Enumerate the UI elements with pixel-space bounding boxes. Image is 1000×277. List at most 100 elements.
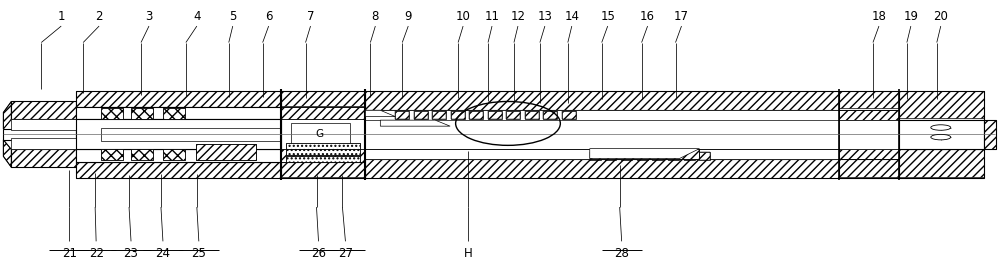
Circle shape [931,134,951,140]
Bar [839,110,899,120]
Bar [469,111,483,119]
Bar [839,120,899,149]
Text: 10: 10 [456,10,471,23]
Bar [131,150,153,160]
Text: 20: 20 [933,10,948,23]
Bar [899,149,984,178]
Text: G: G [315,129,324,139]
Text: 1: 1 [57,10,65,23]
Bar [365,110,839,120]
Bar [281,162,365,178]
Text: 23: 23 [124,247,138,260]
Bar [839,158,899,178]
Bar [395,111,409,119]
Bar [839,110,899,120]
Bar [525,111,539,119]
Bar [76,162,281,178]
Bar [562,111,576,119]
Bar [131,108,153,119]
Bar [684,152,695,160]
Bar [590,152,601,160]
Bar [699,152,710,160]
Circle shape [931,125,951,130]
Bar [163,108,185,119]
Text: 11: 11 [485,10,500,23]
Bar [11,150,76,167]
Bar [101,150,123,160]
Bar [699,152,710,160]
Bar [839,149,899,158]
Text: H: H [464,247,472,260]
Bar [668,152,679,160]
Bar [11,119,76,130]
Bar [286,156,360,162]
Bar [76,150,281,162]
Bar [365,91,839,110]
Bar [365,158,839,178]
Text: 21: 21 [62,247,77,260]
Text: 16: 16 [640,10,655,23]
Bar [365,158,839,178]
Bar [3,129,76,140]
Bar [163,150,185,160]
Bar [839,91,899,110]
Bar [668,152,679,160]
Bar [281,107,365,119]
Text: 24: 24 [155,247,170,260]
Bar [590,149,699,158]
Text: 25: 25 [191,247,206,260]
Bar [365,120,839,149]
Bar [395,111,409,119]
Text: 7: 7 [307,10,314,23]
Bar [451,111,465,119]
Bar [76,91,281,107]
Text: 9: 9 [405,10,412,23]
Bar [281,150,365,162]
Polygon shape [3,140,11,167]
Text: 18: 18 [872,10,886,23]
Text: 22: 22 [89,247,104,260]
Text: 27: 27 [338,247,353,260]
Bar [196,144,256,160]
Bar [543,111,557,119]
Bar [76,162,281,178]
Text: 28: 28 [614,247,629,260]
Polygon shape [3,101,11,129]
Bar [899,91,984,120]
Bar [652,152,663,160]
Bar [525,111,539,119]
Bar [286,143,360,149]
Bar [11,101,76,119]
Bar [839,159,899,177]
Bar [163,150,185,160]
Text: 4: 4 [193,10,201,23]
Bar [365,149,839,158]
Bar [76,119,281,150]
Bar [637,152,648,160]
Bar [984,120,996,149]
Text: 17: 17 [674,10,689,23]
Bar [590,152,601,160]
Bar [637,152,648,160]
Bar [76,107,281,119]
Bar [163,108,185,119]
Bar [101,108,123,119]
Bar [621,152,632,160]
Bar [101,108,123,119]
Text: 5: 5 [229,10,236,23]
Bar [605,152,616,160]
Text: 3: 3 [145,10,153,23]
Bar [131,108,153,119]
Bar [11,150,76,167]
Text: 12: 12 [510,10,525,23]
Bar [488,111,502,119]
Bar [131,150,153,160]
Bar [469,111,483,119]
Bar [432,111,446,119]
Bar [286,150,360,155]
Bar [11,138,76,150]
Bar [281,107,365,119]
Bar [652,152,663,160]
Bar [101,127,281,141]
Bar [196,144,256,160]
